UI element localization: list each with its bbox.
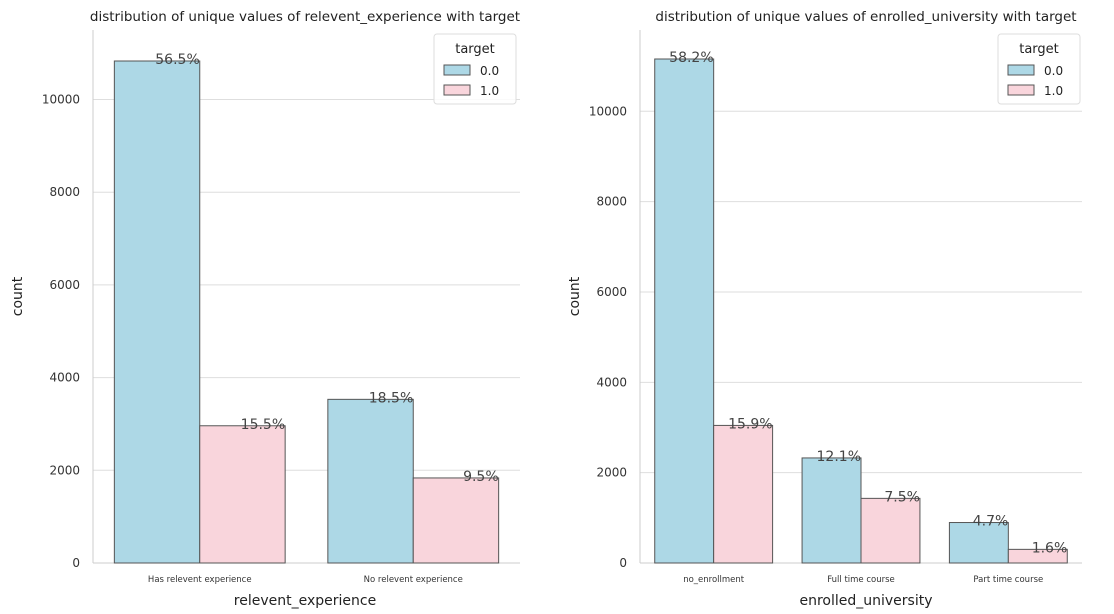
bar [860, 497, 921, 564]
bar [1007, 548, 1068, 564]
y-tick-label: 6000 [49, 278, 80, 292]
y-tick-label: 4000 [49, 371, 80, 385]
y-tick-label: 0 [72, 556, 80, 570]
legend-title: target [1019, 42, 1059, 57]
bar [327, 398, 414, 564]
bar-value-label: 15.9% [728, 416, 772, 432]
bar [113, 60, 201, 564]
bar [412, 477, 500, 564]
x-axis-label: enrolled_university [799, 593, 932, 609]
bar-value-label: 56.5% [155, 52, 199, 68]
bar-value-label: 15.5% [241, 417, 285, 433]
bar [948, 522, 1009, 564]
chart-title: distribution of unique values of releven… [90, 9, 520, 25]
bar [713, 424, 774, 564]
y-tick-label: 0 [619, 556, 627, 570]
bar [801, 457, 862, 564]
legend-entry: 1.0 [1044, 84, 1063, 98]
legend-swatch [1007, 64, 1035, 76]
y-tick-label: 4000 [596, 375, 627, 389]
y-tick-label: 2000 [49, 463, 80, 477]
bar-value-label: 18.5% [369, 390, 413, 406]
legend-entry: 0.0 [1044, 64, 1063, 78]
chart-enrolled-university: distribution of unique values of enrolle… [567, 9, 1082, 609]
x-tick-label: Part time course [973, 575, 1043, 585]
legend-swatch [443, 64, 471, 76]
legend-swatch [443, 84, 471, 96]
y-axis-label: count [10, 276, 26, 316]
bar [654, 58, 715, 564]
x-tick-label: No relevent experience [364, 575, 463, 585]
x-tick-label: Full time course [827, 575, 895, 585]
bar-value-label: 7.5% [884, 489, 920, 505]
legend-swatch [1007, 84, 1035, 96]
bar [199, 425, 286, 564]
y-axis-label: count [567, 276, 583, 316]
x-axis-label: relevent_experience [234, 593, 376, 609]
bar-value-label: 9.5% [463, 469, 499, 485]
legend-title: target [455, 42, 495, 57]
chart-title: distribution of unique values of enrolle… [655, 9, 1076, 25]
y-tick-label: 10000 [589, 104, 627, 118]
bar-value-label: 4.7% [973, 514, 1009, 530]
bar-value-label: 1.6% [1032, 540, 1068, 556]
y-tick-label: 10000 [42, 93, 80, 107]
y-tick-label: 2000 [596, 466, 627, 480]
bar-value-label: 12.1% [817, 449, 861, 465]
chart-relevent-experience: distribution of unique values of releven… [10, 9, 520, 609]
legend-entry: 0.0 [480, 64, 499, 78]
y-tick-label: 6000 [596, 285, 627, 299]
x-tick-label: no_enrollment [683, 575, 745, 585]
legend-entry: 1.0 [480, 84, 499, 98]
y-tick-label: 8000 [49, 185, 80, 199]
y-tick-label: 8000 [596, 195, 627, 209]
bar-value-label: 58.2% [669, 50, 713, 66]
x-tick-label: Has relevent experience [148, 575, 252, 585]
